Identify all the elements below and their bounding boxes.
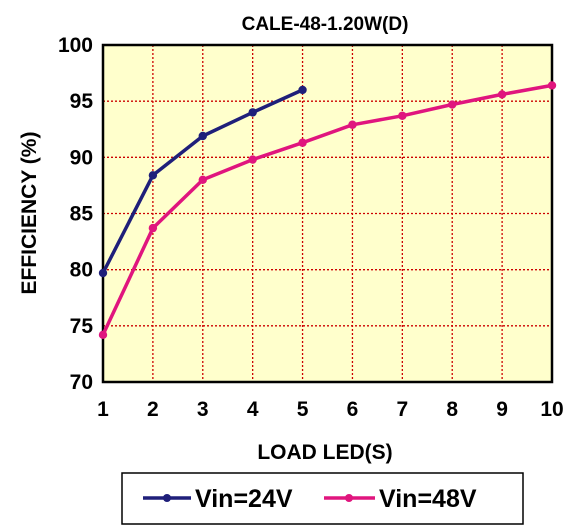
x-tick-label: 4 [247,398,259,421]
x-axis-ticks: 1 2 3 4 5 6 7 8 9 10 [97,398,564,421]
data-point-vin-24v [198,131,207,141]
series-line-vin-48v [101,83,554,337]
data-point-vin-24v [248,108,257,117]
y-tick-label: 90 [70,146,93,169]
legend: Vin=24V Vin=48V [121,472,524,525]
y-tick-label: 85 [70,203,94,226]
grid-lines [103,45,552,382]
legend-item-vin-24v: Vin=24V [143,485,293,513]
y-axis-label: EFFICIENCY (%) [18,132,41,295]
data-point-vin-48v [448,100,457,109]
data-point-vin-48v [348,120,357,129]
legend-label-vin-24v: Vin=24V [195,485,293,513]
chart-title: CALE-48-1.20W(D) [242,14,409,35]
data-point-vin-48v [398,111,407,120]
x-tick-label: 10 [540,398,563,421]
data-point-vin-48v [148,223,158,233]
x-tick-label: 2 [147,398,159,421]
x-axis-label: LOAD LED(S) [257,441,392,464]
data-point-vin-48v [547,81,557,90]
x-tick-label: 5 [297,398,309,421]
x-tick-label: 6 [347,398,359,421]
x-tick-label: 7 [396,398,408,421]
x-tick-label: 8 [446,398,458,421]
y-tick-label: 75 [70,315,94,338]
legend-box [121,472,524,525]
y-axis-ticks: 70 75 80 85 90 95 100 [58,34,93,394]
series-layer [98,81,557,340]
y-tick-label: 95 [70,90,94,113]
data-point-vin-24v [148,171,158,180]
y-tick-label: 100 [58,34,93,57]
y-tick-label: 70 [70,371,93,394]
data-point-vin-48v [298,138,307,147]
legend-item-vin-48v: Vin=48V [324,485,477,513]
x-tick-label: 3 [197,398,209,421]
legend-marker-vin-24v [163,494,171,502]
plot-border [101,43,554,384]
data-point-vin-24v [98,268,108,278]
data-point-vin-48v [497,90,507,99]
y-tick-label: 80 [70,259,93,282]
x-tick-label: 1 [97,398,109,421]
data-point-vin-48v [198,175,207,184]
data-point-vin-24v [298,85,307,95]
data-point-vin-48v [98,330,108,340]
legend-marker-vin-48v [345,494,353,502]
x-tick-label: 9 [496,398,508,421]
legend-label-vin-48v: Vin=48V [379,485,477,513]
data-point-vin-48v [248,155,257,164]
